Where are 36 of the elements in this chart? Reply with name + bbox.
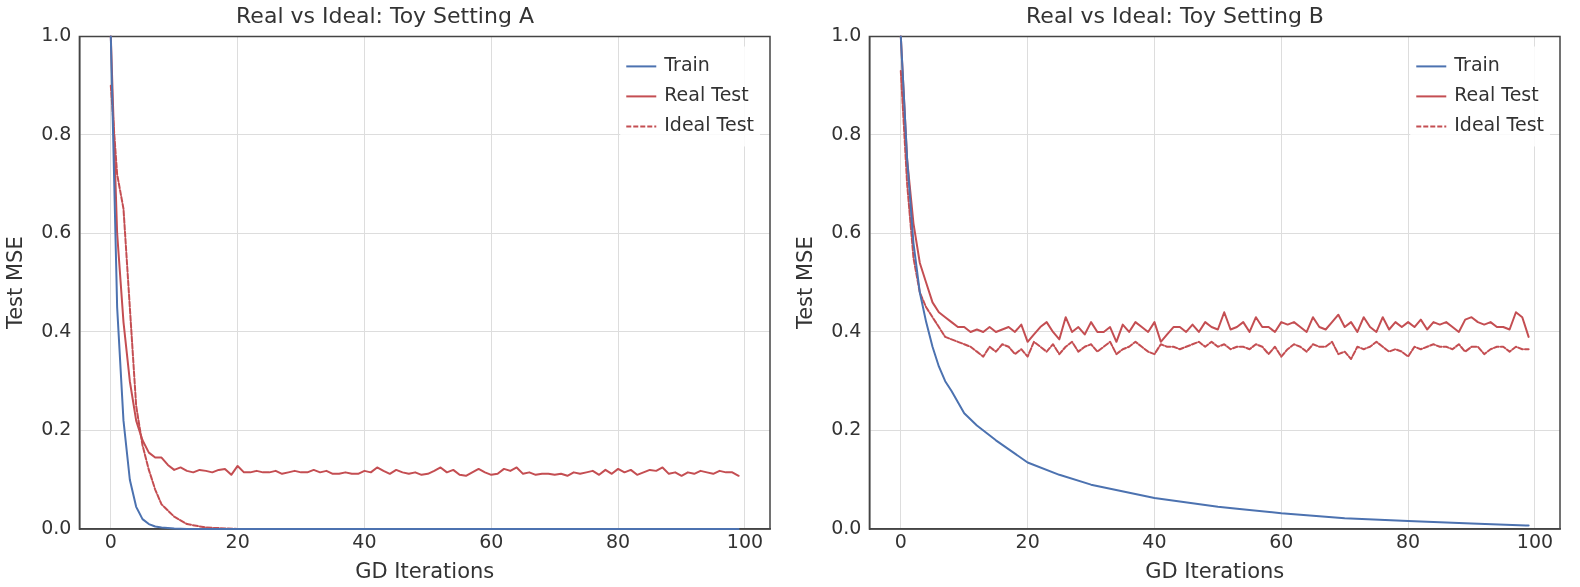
y-tick-label: 0.2 [831,417,862,440]
y-tick-label: 0.2 [41,417,72,440]
chart-title: Real vs Ideal: Toy Setting A [236,2,534,28]
x-tick-label: 80 [1396,530,1421,553]
x-tick-label: 100 [1516,530,1554,553]
y-tick-label: 0.4 [41,318,72,341]
y-axis-title: Test MSE [3,236,28,331]
x-axis-title: GD Iterations [355,558,495,583]
y-axis-title: Test MSE [793,236,818,331]
y-tick-label: 0.0 [41,515,72,538]
legend-label: Ideal Test [1454,113,1544,136]
x-tick-label: 20 [225,530,250,553]
y-tick-label: 1.0 [831,23,862,46]
x-tick-label: 20 [1015,530,1040,553]
x-tick-label: 60 [479,530,504,553]
y-tick-label: 0.0 [831,515,862,538]
y-tick-label: 0.4 [831,318,862,341]
y-tick-label: 0.8 [831,121,862,144]
x-tick-label: 80 [606,530,631,553]
legend-label: Ideal Test [664,113,754,136]
y-tick-label: 0.8 [41,121,72,144]
legend-label: Train [663,53,710,76]
x-tick-label: 100 [726,530,764,553]
x-tick-label: 40 [1142,530,1167,553]
legend-label: Train [1453,53,1500,76]
x-tick-label: 0 [894,530,907,553]
chart-title: Real vs Ideal: Toy Setting B [1026,2,1324,28]
y-tick-label: 1.0 [41,23,72,46]
legend-label: Real Test [1454,83,1539,106]
y-tick-label: 0.6 [41,220,72,243]
x-axis-title: GD Iterations [1145,558,1285,583]
x-tick-label: 40 [352,530,377,553]
x-tick-label: 60 [1269,530,1294,553]
x-tick-label: 0 [104,530,117,553]
y-tick-label: 0.6 [831,220,862,243]
legend-label: Real Test [664,83,749,106]
